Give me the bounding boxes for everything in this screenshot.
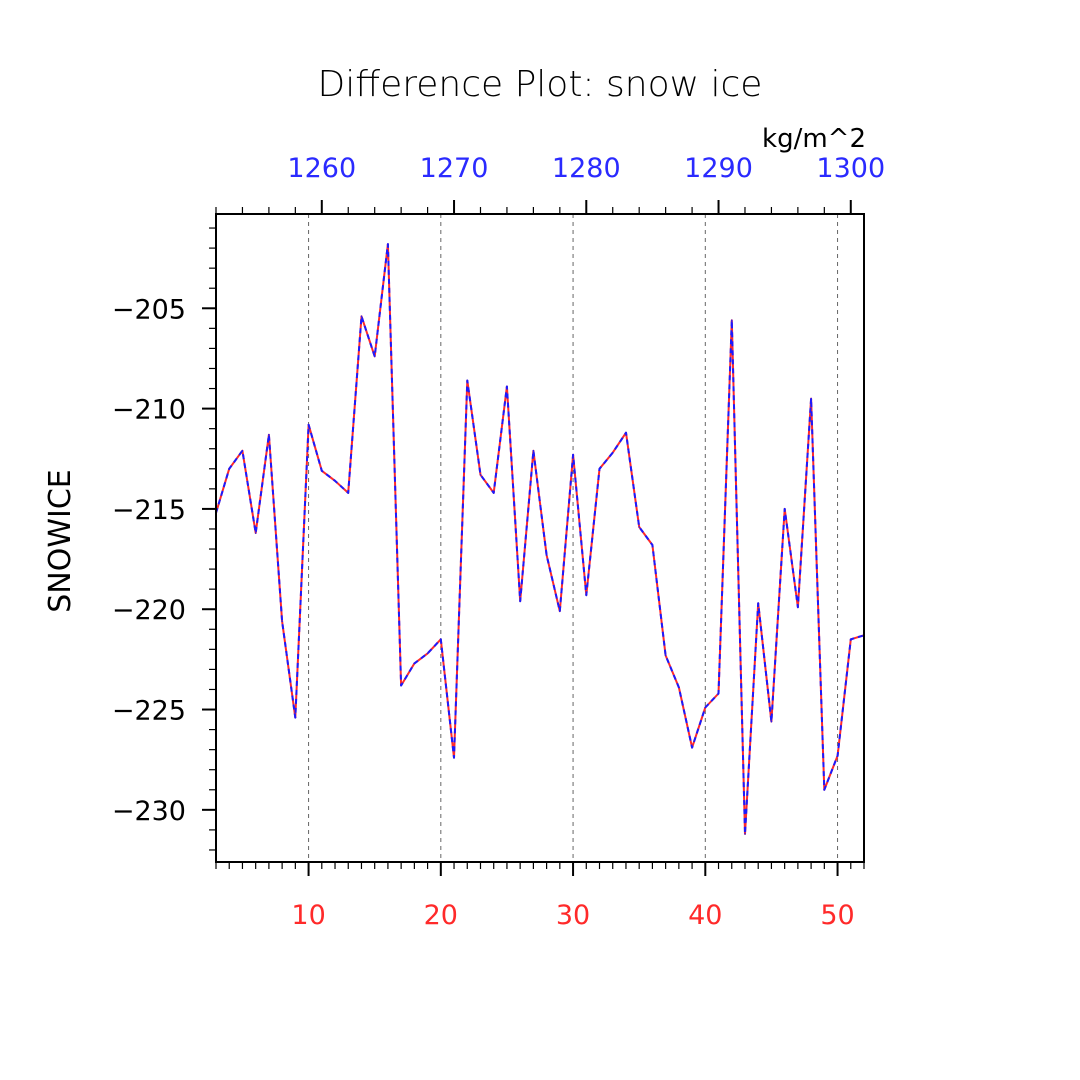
- data-point: [373, 355, 376, 358]
- y-axis-label: SNOWICE: [43, 469, 78, 613]
- x-tick-label: 50: [820, 900, 854, 931]
- units-label: kg/m^2: [762, 124, 866, 154]
- data-point: [704, 706, 707, 709]
- y-tick-label: −220: [112, 595, 186, 626]
- data-point: [466, 379, 469, 382]
- data-point: [347, 492, 350, 494]
- data-point: [519, 600, 521, 602]
- x-tick-label: 10: [291, 900, 325, 931]
- data-point: [783, 508, 786, 510]
- top-tick-label: 1280: [552, 153, 621, 184]
- data-point: [651, 544, 654, 546]
- data-point: [387, 243, 389, 245]
- data-point: [678, 686, 680, 689]
- tick-labels: 10 20 30 40 50 1260 1270 1280 1290 1300 −205 −210 −2…: [112, 153, 885, 931]
- data-point: [810, 397, 812, 400]
- data-point: [400, 684, 402, 687]
- x-tick-label: 20: [424, 900, 458, 931]
- data-point: [731, 319, 733, 322]
- data-series: [215, 243, 865, 835]
- data-point: [598, 468, 601, 470]
- data-point: [321, 470, 323, 472]
- data-point: [268, 433, 270, 436]
- y-tick-label: −215: [112, 495, 186, 526]
- y-tick-label: −225: [112, 696, 186, 727]
- y-tick-label: −205: [112, 294, 186, 325]
- y-tick-label: −230: [112, 796, 186, 827]
- data-point: [294, 716, 297, 719]
- x-tick-label: 30: [556, 900, 590, 931]
- data-point: [506, 385, 508, 388]
- data-point: [664, 654, 667, 657]
- top-tick-label: 1300: [816, 153, 885, 184]
- data-point: [625, 431, 627, 434]
- data-point: [254, 532, 257, 534]
- data-point: [532, 449, 535, 452]
- data-point: [334, 480, 336, 482]
- data-point: [228, 468, 230, 470]
- data-point: [572, 453, 574, 456]
- data-point: [797, 606, 799, 608]
- data-point: [559, 610, 561, 612]
- data-point: [426, 652, 429, 655]
- data-point: [823, 789, 826, 791]
- x-tick-label: 40: [688, 900, 722, 931]
- data-point: [717, 692, 720, 695]
- data-point: [360, 315, 363, 318]
- data-point: [691, 746, 693, 749]
- data-point: [770, 720, 773, 723]
- data-point: [453, 756, 455, 759]
- data-point: [850, 638, 852, 641]
- top-tick-label: 1260: [287, 153, 356, 184]
- data-point: [836, 754, 839, 757]
- grid-lines: [308, 214, 839, 862]
- top-tick-label: 1290: [684, 153, 753, 184]
- data-point: [585, 594, 588, 596]
- top-tick-label: 1270: [420, 153, 489, 184]
- data-point: [307, 423, 310, 426]
- data-point: [479, 474, 482, 476]
- series-line-dashed: [215, 243, 865, 835]
- data-point: [611, 451, 614, 454]
- data-point: [281, 620, 283, 623]
- data-point: [241, 449, 244, 452]
- data-point: [744, 833, 746, 835]
- y-tick-label: −210: [112, 395, 186, 426]
- data-point: [757, 602, 759, 604]
- data-point: [492, 492, 495, 494]
- plot-frame: [215, 213, 865, 863]
- chart-title: Difference Plot: snow ice: [318, 64, 763, 105]
- axis-ticks: [202, 200, 865, 876]
- data-point: [413, 662, 416, 665]
- data-point: [638, 526, 640, 528]
- data-point: [440, 638, 442, 641]
- series-line: [215, 243, 865, 835]
- data-point: [545, 554, 548, 556]
